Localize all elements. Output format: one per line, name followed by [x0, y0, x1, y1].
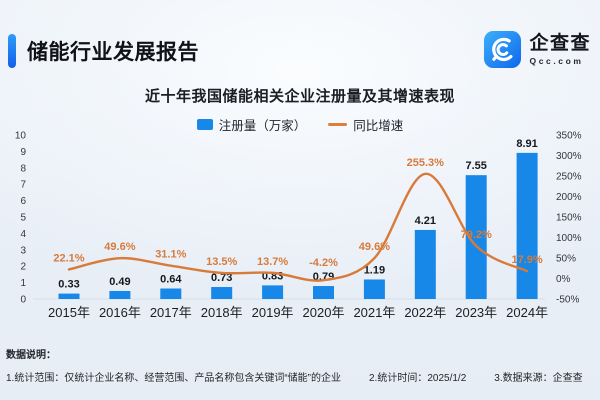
chart-legend: 注册量（万家） 同比增速: [0, 115, 600, 134]
right-axis-tick-label: 0%: [556, 274, 571, 285]
growth-point-label: 13.5%: [206, 256, 237, 268]
left-axis-tick-label: 1: [20, 278, 26, 289]
legend-bar-label: 注册量（万家）: [218, 119, 307, 133]
growth-point-label: 13.7%: [257, 256, 288, 268]
growth-point-label: 79.2%: [461, 229, 492, 241]
bar-2021年: [363, 279, 385, 299]
growth-point-label: 49.6%: [359, 241, 390, 253]
x-axis-label: 2023年: [455, 305, 497, 320]
right-axis-tick-label: -50%: [556, 295, 579, 306]
right-axis-tick-label: 200%: [556, 192, 582, 203]
data-notes-heading: 数据说明：: [6, 350, 56, 361]
page-title: 储能行业发展报告: [27, 41, 199, 64]
legend-item-growth: 同比增速: [328, 115, 403, 134]
growth-point-label: 31.1%: [155, 249, 186, 261]
x-axis-label: 2024年: [506, 305, 548, 320]
x-axis-label: 2016年: [99, 305, 141, 320]
bar-2016年: [109, 290, 131, 299]
x-axis-label: 2018年: [201, 305, 243, 320]
bar-2015年: [58, 293, 80, 299]
bar-2020年: [313, 286, 334, 299]
x-axis-label: 2021年: [353, 305, 395, 320]
legend-bar-swatch: [196, 119, 213, 130]
x-axis-label: 2022年: [404, 305, 446, 320]
bar-2024年: [516, 152, 538, 299]
growth-line: [67, 172, 529, 282]
qcc-logo: 企查查 Qcc.com: [483, 30, 591, 69]
right-axis-tick-label: 50%: [556, 254, 576, 265]
bar-value-label: 0.73: [211, 272, 232, 284]
left-axis-tick-label: 4: [20, 229, 26, 240]
x-axis-label: 2017年: [150, 305, 192, 320]
bar-2017年: [160, 288, 182, 299]
bar-value-label: 0.33: [58, 279, 79, 291]
legend-item-registrations: 注册量（万家）: [196, 115, 307, 134]
legend-line-label: 同比增速: [353, 119, 404, 133]
qcc-logo-name: 企查查: [529, 33, 591, 54]
right-axis-tick-label: 100%: [556, 233, 582, 244]
x-axis-label: 2019年: [252, 305, 294, 320]
bar-value-label: 4.21: [415, 215, 436, 227]
bar-value-label: 0.64: [160, 274, 182, 286]
bar-value-label: 7.55: [465, 160, 486, 172]
growth-point-label: 255.3%: [407, 157, 445, 169]
left-axis-tick-label: 3: [20, 245, 26, 256]
bar-2018年: [211, 287, 233, 299]
x-axis-label: 2020年: [303, 305, 345, 320]
bar-value-label: 0.49: [109, 276, 130, 288]
right-axis-tick-label: 250%: [556, 172, 582, 183]
left-axis-tick-label: 10: [15, 131, 27, 142]
data-note-date: 2.统计时间：2025/1/2: [369, 373, 467, 384]
left-axis-tick-label: 6: [20, 196, 26, 207]
bar-2022年: [414, 229, 436, 299]
bar-value-label: 1.19: [364, 264, 385, 276]
bar-2019年: [262, 285, 284, 299]
data-notes: 数据说明： 1.统计范围：仅统计企业名称、经营范围、产品名称包含关键词“储能”的…: [6, 346, 596, 384]
left-axis-tick-label: 2: [20, 262, 26, 273]
data-notes-row: 1.统计范围：仅统计企业名称、经营范围、产品名称包含关键词“储能”的企业 2.统…: [6, 369, 596, 384]
legend-line-swatch: [328, 123, 348, 126]
growth-point-label: 49.6%: [104, 241, 135, 253]
bar-value-label: 8.91: [516, 138, 537, 150]
chart-title: 近十年我国储能相关企业注册量及其增速表现: [144, 88, 455, 105]
left-axis-tick-label: 7: [20, 180, 26, 191]
bar-2023年: [465, 175, 487, 299]
qcc-logo-icon: [484, 30, 522, 69]
growth-point-label: -4.2%: [309, 257, 338, 269]
data-note-scope: 1.统计范围：仅统计企业名称、经营范围、产品名称包含关键词“储能”的企业: [6, 373, 341, 384]
x-axis-label: 2015年: [48, 305, 90, 320]
header-accent-bar: [8, 34, 16, 68]
left-axis-tick-label: 5: [20, 213, 26, 224]
left-axis-tick-label: 0: [20, 295, 26, 306]
left-axis-tick-label: 8: [20, 163, 26, 174]
data-note-source: 3.数据来源：企查查: [494, 373, 583, 384]
right-axis-tick-label: 350%: [556, 131, 582, 142]
growth-point-label: 17.9%: [511, 254, 542, 266]
qcc-logo-domain: Qcc.com: [529, 56, 584, 66]
left-axis-tick-label: 9: [20, 147, 26, 158]
qcc-logo-text: 企查查 Qcc.com: [529, 33, 591, 66]
right-axis-tick-label: 300%: [556, 151, 582, 162]
growth-point-label: 22.1%: [53, 252, 84, 264]
right-axis-tick-label: 150%: [556, 213, 582, 224]
